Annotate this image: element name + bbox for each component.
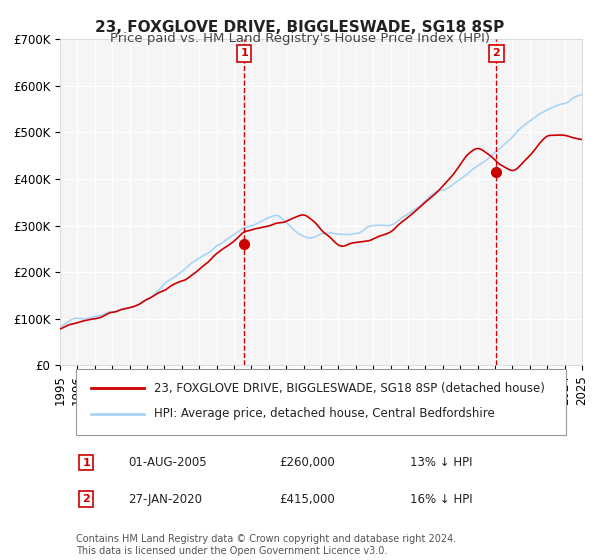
Text: 23, FOXGLOVE DRIVE, BIGGLESWADE, SG18 8SP (detached house): 23, FOXGLOVE DRIVE, BIGGLESWADE, SG18 8S…	[154, 382, 545, 395]
FancyBboxPatch shape	[76, 369, 566, 435]
Text: 1: 1	[82, 458, 90, 468]
Text: 2: 2	[82, 494, 90, 504]
Text: 23, FOXGLOVE DRIVE, BIGGLESWADE, SG18 8SP: 23, FOXGLOVE DRIVE, BIGGLESWADE, SG18 8S…	[95, 20, 505, 35]
Text: Price paid vs. HM Land Registry's House Price Index (HPI): Price paid vs. HM Land Registry's House …	[110, 32, 490, 45]
Text: 16% ↓ HPI: 16% ↓ HPI	[410, 493, 472, 506]
Text: £415,000: £415,000	[279, 493, 335, 506]
Text: 01-AUG-2005: 01-AUG-2005	[128, 456, 206, 469]
Text: £260,000: £260,000	[279, 456, 335, 469]
Text: 27-JAN-2020: 27-JAN-2020	[128, 493, 202, 506]
Text: 2: 2	[493, 48, 500, 58]
Text: Contains HM Land Registry data © Crown copyright and database right 2024.
This d: Contains HM Land Registry data © Crown c…	[76, 534, 456, 556]
Text: 1: 1	[240, 48, 248, 58]
Text: HPI: Average price, detached house, Central Bedfordshire: HPI: Average price, detached house, Cent…	[154, 408, 495, 421]
Text: 13% ↓ HPI: 13% ↓ HPI	[410, 456, 472, 469]
